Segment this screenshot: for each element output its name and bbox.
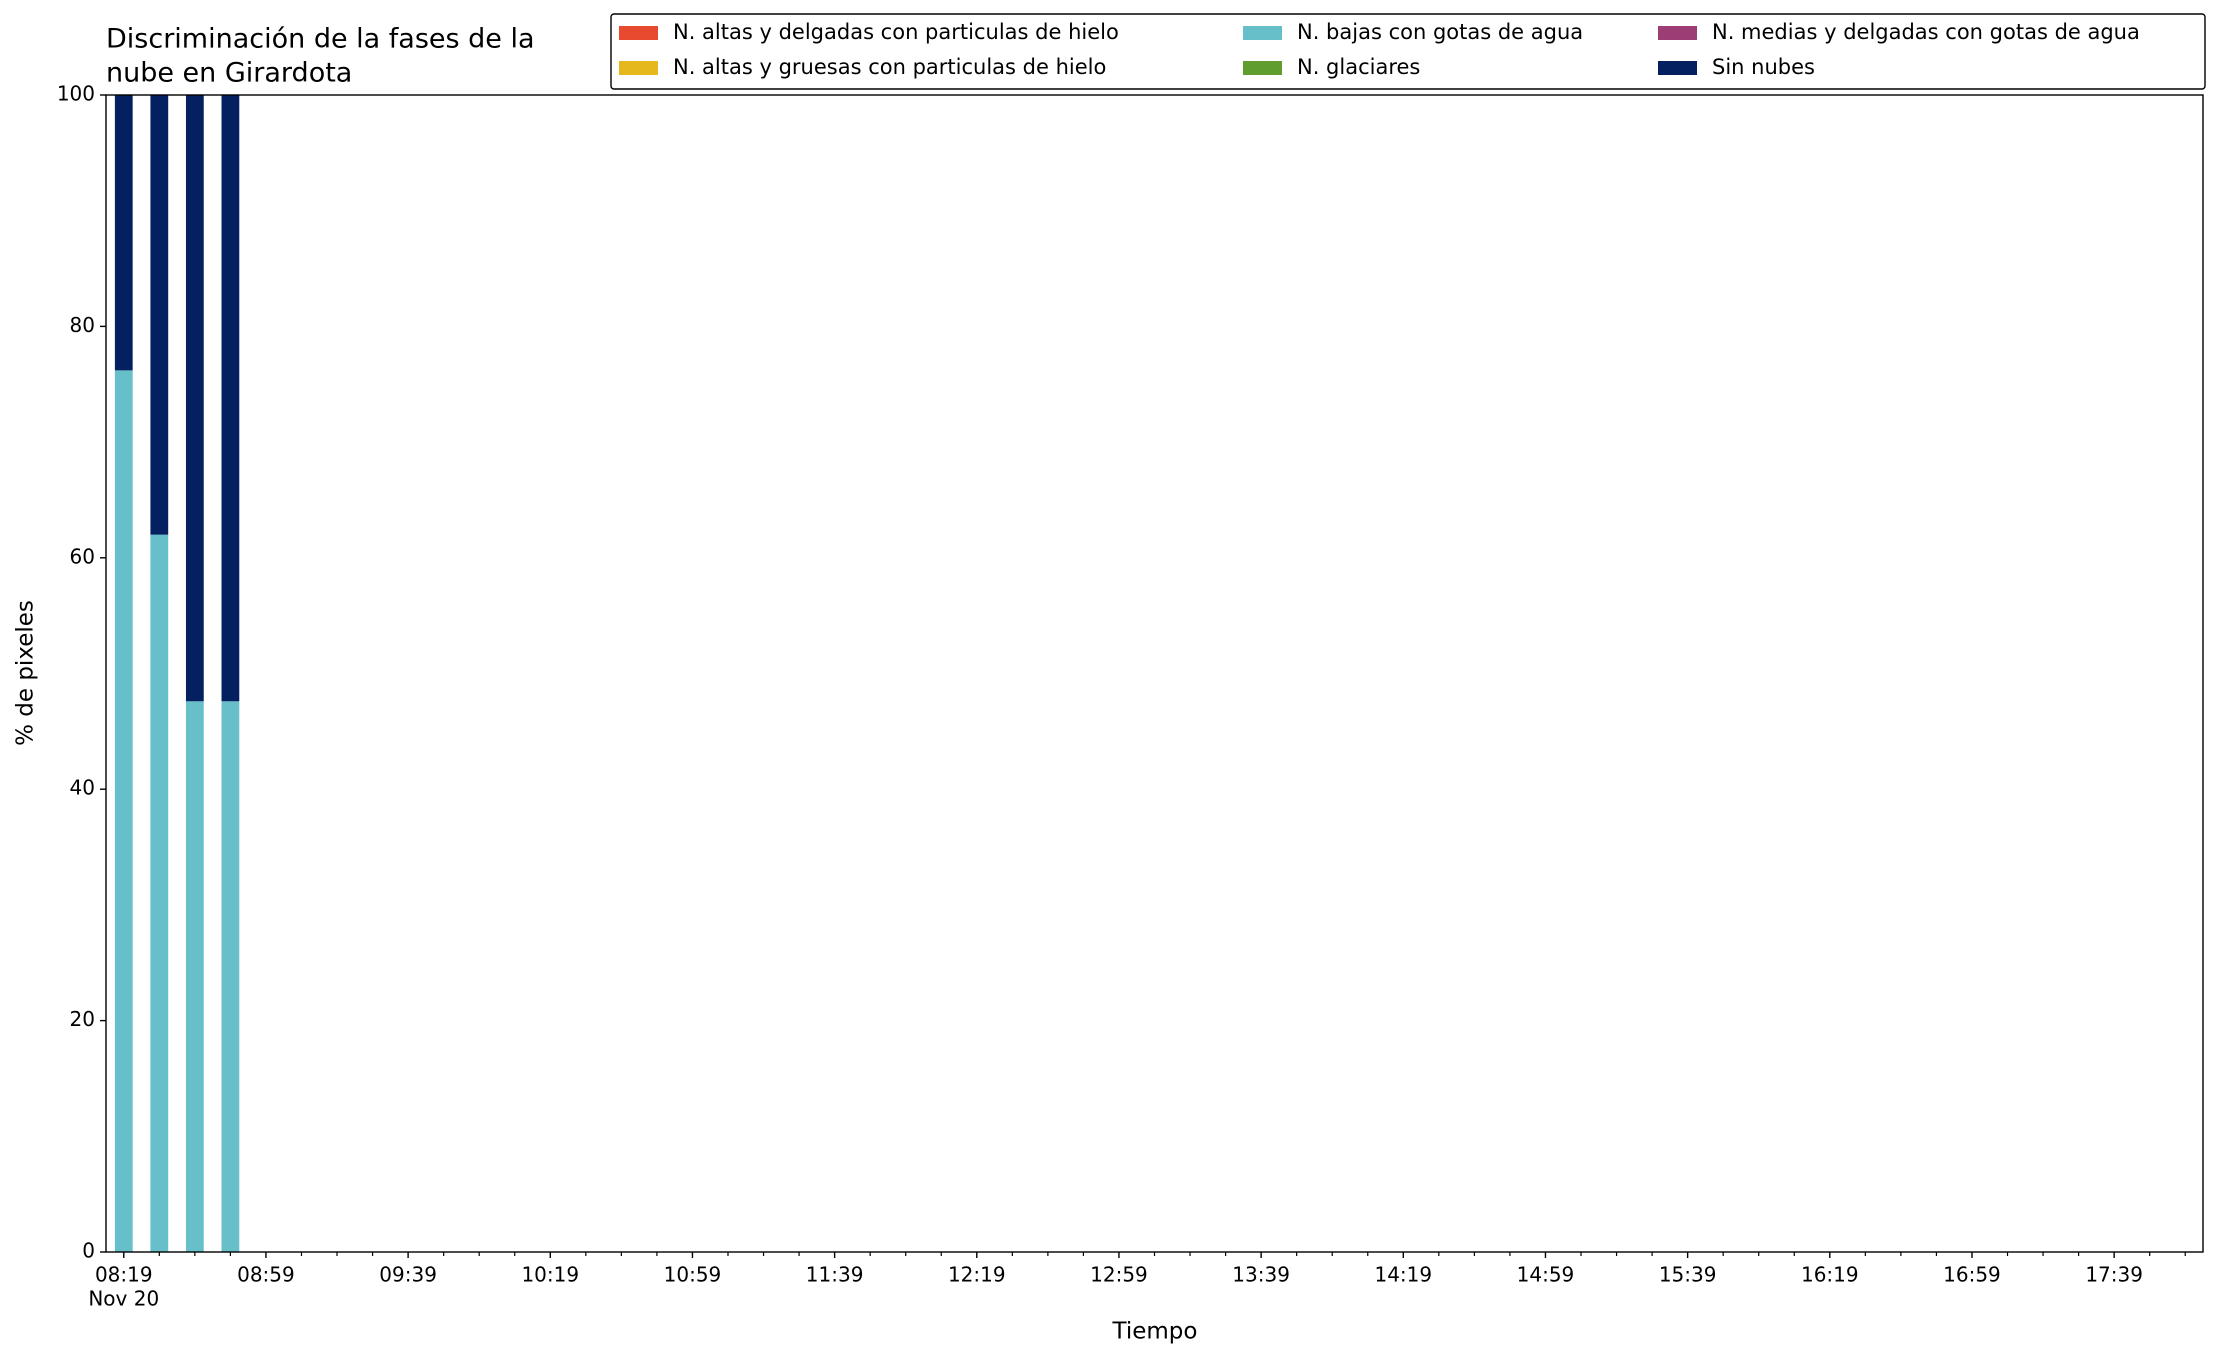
bar-segment (150, 95, 169, 535)
x-tick-label: 08:59 (237, 1263, 295, 1287)
x-tick-label: 11:39 (806, 1263, 864, 1287)
legend-swatch (619, 61, 658, 75)
x-axis-label: Tiempo (1112, 1319, 1198, 1345)
legend-label: N. altas y gruesas con particulas de hie… (673, 55, 1106, 79)
y-tick-label: 60 (70, 544, 95, 568)
bar-segment (221, 95, 240, 702)
y-axis-label: % de pixeles (13, 600, 39, 746)
x-tick-label: 14:59 (1517, 1263, 1575, 1287)
x-tick-label: 14:19 (1374, 1263, 1432, 1287)
y-tick-label: 20 (70, 1007, 95, 1031)
y-tick-label: 40 (70, 776, 95, 800)
legend-label: N. medias y delgadas con gotas de agua (1712, 20, 2140, 44)
legend-label: Sin nubes (1712, 55, 1815, 79)
bar-segment (150, 534, 169, 1252)
y-tick-label: 0 (82, 1239, 95, 1263)
legend-swatch (1658, 61, 1697, 75)
legend-swatch (1243, 61, 1282, 75)
legend-label: N. altas y delgadas con particulas de hi… (673, 20, 1119, 44)
bar-segment (221, 701, 240, 1252)
legend-label: N. glaciares (1297, 55, 1420, 79)
x-tick-label: 17:39 (2085, 1263, 2143, 1287)
bar-segment (185, 701, 204, 1252)
legend-swatch (1243, 26, 1282, 40)
legend-box (610, 13, 2206, 90)
x-tick-label: 10:59 (664, 1263, 722, 1287)
x-tick-label: 16:59 (1943, 1263, 2001, 1287)
chart-title: Discriminación de la fases de la (106, 24, 535, 55)
x-tick-label: 08:19 (95, 1263, 153, 1287)
x-tick-label: 12:59 (1090, 1263, 1148, 1287)
legend-swatch (619, 26, 658, 40)
x-tick-label: 09:39 (379, 1263, 437, 1287)
x-tick-label: 15:39 (1659, 1263, 1717, 1287)
bar-segment (185, 95, 204, 702)
bar-segment (114, 95, 133, 371)
y-tick-label: 100 (57, 82, 95, 106)
x-tick-sublabel: Nov 20 (88, 1287, 159, 1311)
legend-swatch (1658, 26, 1697, 40)
legend-label: N. bajas con gotas de agua (1297, 20, 1583, 44)
x-tick-label: 16:19 (1801, 1263, 1859, 1287)
chart-title: nube en Girardota (106, 58, 352, 89)
x-tick-label: 10:19 (521, 1263, 579, 1287)
plot-frame (105, 94, 2204, 1253)
x-tick-label: 13:39 (1232, 1263, 1290, 1287)
x-tick-label: 12:19 (948, 1263, 1006, 1287)
y-tick-label: 80 (70, 313, 95, 337)
bar-segment (114, 370, 133, 1253)
